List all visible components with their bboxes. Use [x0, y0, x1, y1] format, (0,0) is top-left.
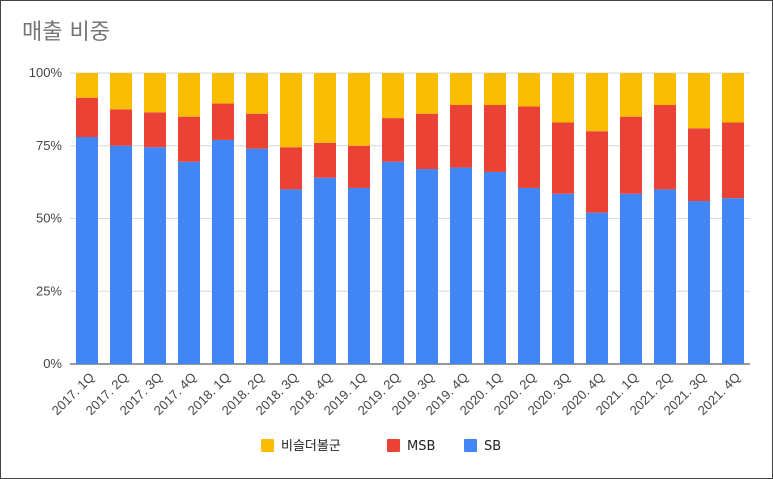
bar-segment-other [280, 73, 302, 148]
y-tick-label: 50% [36, 211, 62, 226]
bar-segment-msb [450, 105, 472, 168]
bar-segment-msb [722, 122, 744, 199]
bar-segment-sb [76, 137, 98, 364]
bar-segment-msb [110, 109, 132, 146]
bar-segment-other [518, 73, 540, 107]
bar-segment-msb [280, 147, 302, 190]
bar-segment-msb [654, 105, 676, 190]
bar-segment-sb [382, 161, 404, 364]
bar-segment-msb [416, 113, 438, 170]
bar-segment-msb [348, 145, 370, 188]
bar-segment-msb [246, 113, 268, 149]
bar-segment-sb [722, 198, 744, 364]
bar-segment-msb [178, 116, 200, 162]
y-tick-label: 100% [29, 65, 63, 80]
legend-label: MSB [407, 439, 435, 454]
bar-segment-msb [314, 142, 336, 178]
legend-label: 비슬더볼군 [281, 439, 341, 454]
y-tick-label: 75% [36, 138, 62, 153]
legend-swatch [464, 439, 477, 452]
bar-segment-other [620, 73, 642, 117]
bar-segment-sb [314, 177, 336, 364]
bar-segment-msb [586, 131, 608, 213]
bar-segment-msb [552, 122, 574, 194]
bar-segment-sb [586, 212, 608, 364]
bar-segment-sb [178, 161, 200, 364]
y-tick-label: 25% [36, 283, 62, 298]
bar-segment-other [314, 73, 336, 143]
bar-segment-sb [450, 167, 472, 364]
bar-segment-sb [654, 189, 676, 364]
bar-segment-other [178, 73, 200, 117]
bar-segment-sb [620, 193, 642, 364]
bar-segment-other [348, 73, 370, 146]
bar-segment-other [450, 73, 472, 106]
bar-segment-other [484, 73, 506, 106]
legend-swatch [387, 439, 400, 452]
bar-segment-other [212, 73, 234, 104]
bar-segment-msb [212, 103, 234, 140]
bar-segment-sb [280, 189, 302, 364]
legend-label: SB [484, 439, 501, 454]
bar-segment-msb [688, 128, 710, 202]
bar-segment-other [654, 73, 676, 106]
bar-segment-other [722, 73, 744, 123]
bar-segment-sb [484, 171, 506, 364]
bar-segment-sb [688, 201, 710, 364]
bar-segment-sb [246, 148, 268, 364]
bar-segment-msb [518, 106, 540, 188]
bar-segment-other [110, 73, 132, 110]
bar-segment-other [416, 73, 438, 114]
bar-segment-sb [144, 147, 166, 364]
bar-segment-other [144, 73, 166, 113]
legend-swatch [261, 439, 274, 452]
bar-segment-sb [110, 145, 132, 364]
bar-segment-msb [382, 118, 404, 162]
bar-segment-other [586, 73, 608, 132]
chart-title: 매출 비중 [22, 20, 110, 45]
bar-segment-other [688, 73, 710, 129]
bar-segment-sb [348, 187, 370, 364]
bar-segment-other [382, 73, 404, 119]
bar-segment-sb [518, 187, 540, 364]
bar-segment-sb [212, 139, 234, 364]
bar-segment-msb [76, 97, 98, 138]
bar-segment-msb [144, 112, 166, 148]
bar-segment-msb [620, 116, 642, 194]
bar-segment-other [552, 73, 574, 123]
bar-segment-other [246, 73, 268, 114]
bar-segment-msb [484, 105, 506, 172]
bar-segment-sb [416, 169, 438, 364]
bar-segment-other [76, 73, 98, 98]
y-tick-label: 0% [43, 356, 62, 371]
bar-segment-sb [552, 193, 574, 364]
